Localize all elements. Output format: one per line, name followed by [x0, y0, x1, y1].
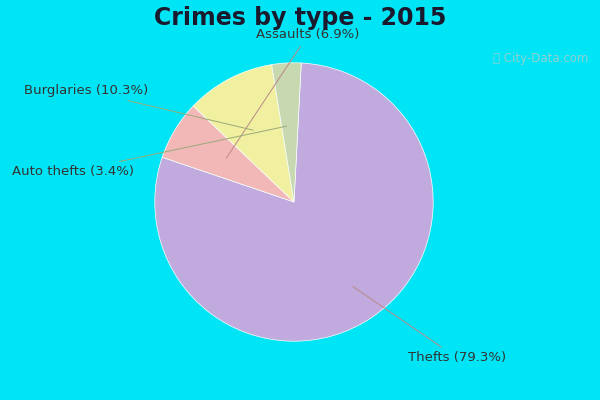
Wedge shape [162, 106, 294, 202]
Wedge shape [155, 63, 433, 341]
Wedge shape [272, 63, 301, 202]
Text: Crimes by type - 2015: Crimes by type - 2015 [154, 6, 446, 30]
Text: Auto thefts (3.4%): Auto thefts (3.4%) [12, 126, 287, 178]
Text: Assaults (6.9%): Assaults (6.9%) [226, 28, 359, 158]
Text: Thefts (79.3%): Thefts (79.3%) [353, 286, 506, 364]
Text: Burglaries (10.3%): Burglaries (10.3%) [23, 84, 253, 130]
Text: ⓘ City-Data.com: ⓘ City-Data.com [493, 52, 588, 65]
Wedge shape [193, 65, 294, 202]
